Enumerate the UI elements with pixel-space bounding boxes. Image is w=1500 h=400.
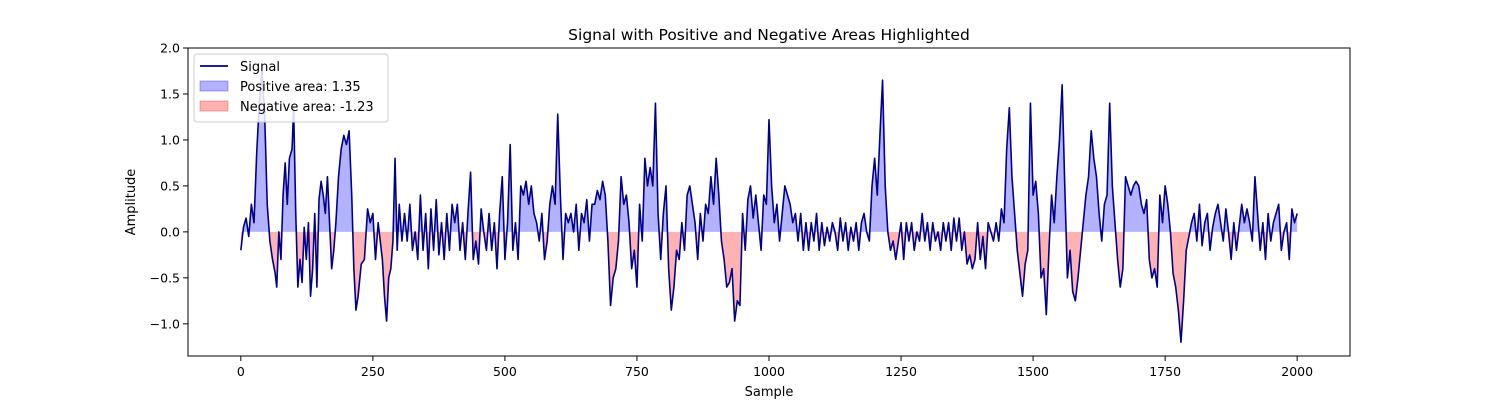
x-tick-label: 2000 (1281, 364, 1313, 379)
x-axis-label: Sample (745, 385, 794, 400)
y-axis: −1.0 −0.5 0.0 0.5 1.0 1.5 2.0 (150, 41, 188, 331)
x-tick-label: 1000 (753, 364, 785, 379)
x-tick-label: 1250 (885, 364, 917, 379)
chart-title: Signal with Positive and Negative Areas … (568, 26, 970, 44)
y-axis-label: Amplitude (124, 169, 139, 236)
y-tick-label: 2.0 (160, 41, 180, 56)
legend-label-signal: Signal (240, 60, 280, 75)
negative-area-fill (240, 231, 1291, 343)
x-tick-label: 750 (625, 364, 649, 379)
x-tick-label: 500 (493, 364, 517, 379)
legend: Signal Positive area: 1.35 Negative area… (193, 53, 389, 123)
y-tick-label: −1.0 (150, 316, 180, 331)
legend-box (193, 53, 389, 123)
x-axis: 0 250 500 750 1000 1250 1500 1750 2000 (237, 356, 1313, 379)
y-tick-label: −0.5 (150, 270, 180, 285)
legend-negative-swatch (199, 100, 229, 112)
legend-label-negative: Negative area: -1.23 (240, 100, 374, 115)
legend-label-positive: Positive area: 1.35 (240, 80, 361, 95)
legend-positive-swatch (199, 80, 229, 92)
y-tick-label: 0.5 (160, 178, 180, 193)
y-tick-label: 0.0 (160, 224, 180, 239)
y-tick-label: 1.0 (160, 132, 180, 147)
x-tick-label: 0 (237, 364, 245, 379)
x-tick-label: 1500 (1017, 364, 1049, 379)
plot-area (240, 70, 1298, 344)
signal-line (240, 70, 1298, 344)
x-tick-label: 1750 (1149, 364, 1181, 379)
x-tick-label: 250 (361, 364, 385, 379)
y-tick-label: 1.5 (160, 86, 180, 101)
